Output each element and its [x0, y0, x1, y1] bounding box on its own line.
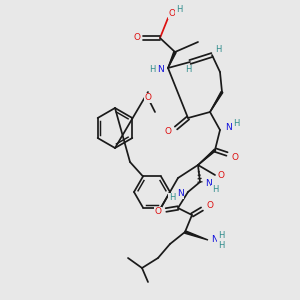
- Text: O: O: [169, 10, 176, 19]
- Polygon shape: [198, 149, 216, 165]
- Text: N: N: [177, 190, 183, 199]
- Text: N: N: [157, 65, 164, 74]
- Text: N: N: [205, 179, 212, 188]
- Text: H: H: [149, 65, 155, 74]
- Text: O: O: [206, 200, 214, 209]
- Text: O: O: [232, 154, 238, 163]
- Text: H: H: [233, 119, 239, 128]
- Polygon shape: [210, 92, 223, 112]
- Text: H: H: [185, 65, 191, 74]
- Text: O: O: [134, 34, 140, 43]
- Polygon shape: [184, 231, 208, 240]
- Text: N: N: [225, 124, 231, 133]
- Text: H: H: [215, 46, 221, 55]
- Text: O: O: [154, 208, 161, 217]
- Text: H: H: [212, 185, 218, 194]
- Text: H: H: [218, 230, 224, 239]
- Text: N: N: [211, 236, 218, 244]
- Polygon shape: [168, 52, 176, 68]
- Text: H: H: [169, 194, 175, 202]
- Text: H: H: [176, 5, 182, 14]
- Text: H: H: [218, 241, 224, 250]
- Text: O: O: [145, 94, 152, 103]
- Text: O: O: [218, 170, 224, 179]
- Text: O: O: [164, 128, 172, 136]
